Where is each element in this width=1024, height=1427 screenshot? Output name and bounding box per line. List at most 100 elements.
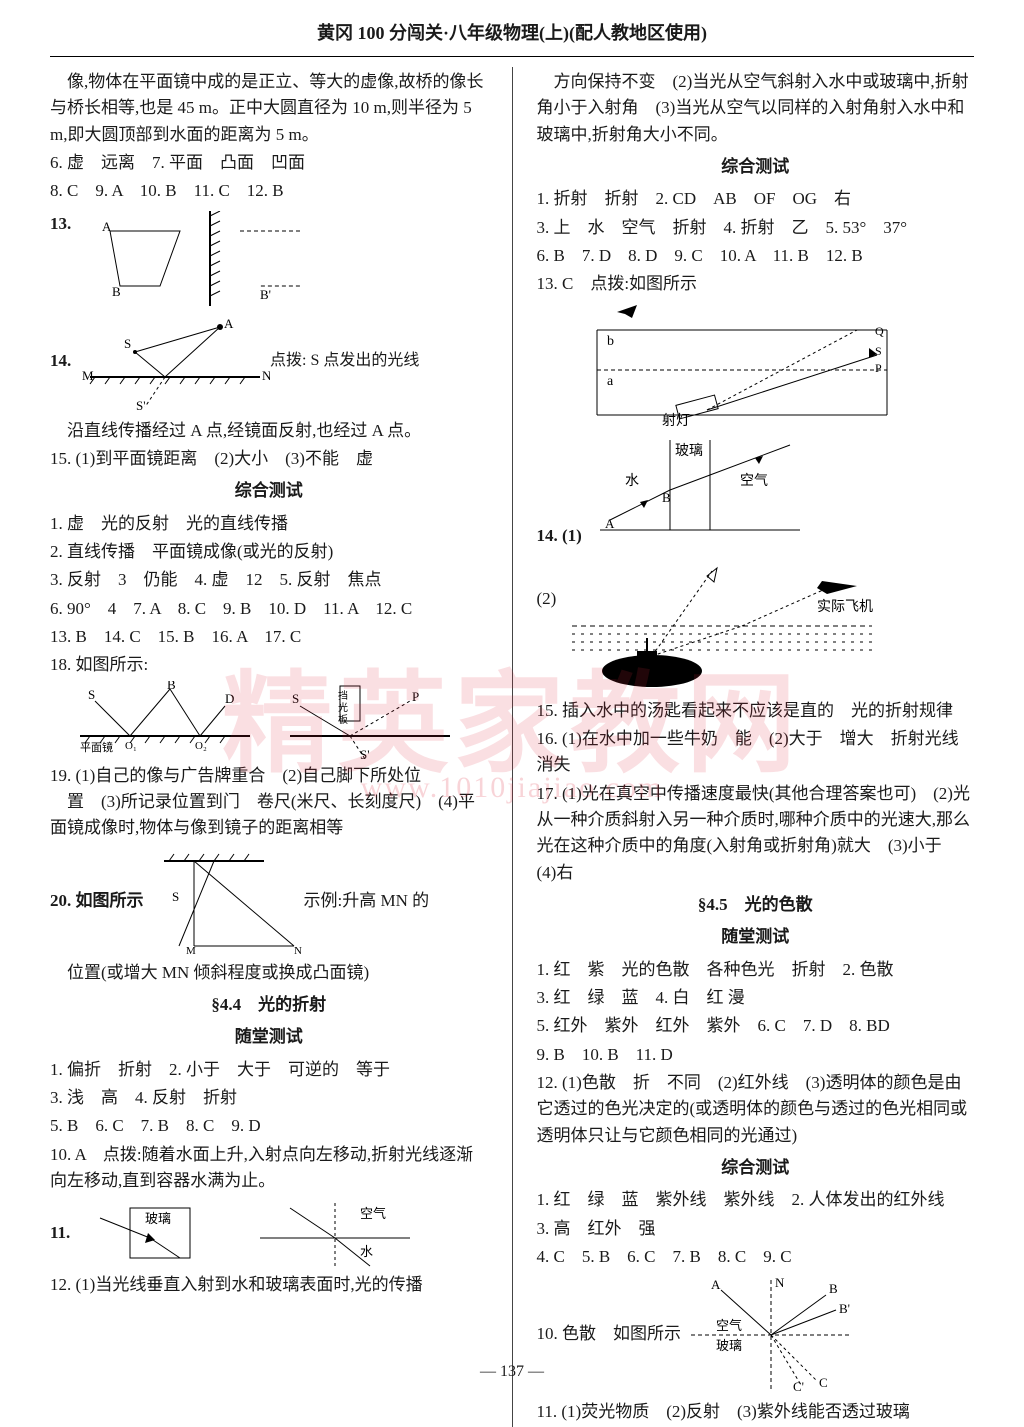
svg-text:空气: 空气 — [716, 1318, 742, 1333]
diagram-20: S M N — [144, 846, 304, 956]
s12: 12. (1)当光线垂直入射到水和玻璃表面时,光的传播 — [50, 1272, 488, 1298]
zh-title-3: 综合测试 — [537, 1155, 975, 1181]
st-title-1: 随堂测试 — [50, 1024, 488, 1050]
c10-pre: 10. 色散 如图所示 — [537, 1321, 682, 1347]
q13-label: 13. — [50, 211, 80, 237]
svg-text:b: b — [607, 334, 614, 349]
c3: 3. 高 红外 强 — [537, 1216, 975, 1242]
svg-text:N: N — [294, 945, 302, 956]
q14-note: 点拨: S 点发出的光线 — [270, 349, 419, 374]
svg-text:S: S — [172, 889, 179, 904]
diagram-r13: b a 射灯 Q S P — [577, 300, 917, 430]
svg-text:O₁: O₁ — [125, 740, 137, 752]
z3: 3. 反射 3 仍能 4. 虚 12 5. 反射 焦点 — [50, 567, 488, 593]
svg-text:水: 水 — [360, 1244, 373, 1259]
p3: 3. 红 绿 蓝 4. 白 红 漫 — [537, 985, 975, 1011]
right-column: 方向保持不变 (2)当光从空气斜射入水中或玻璃中,折射角小于入射角 (3)当光从… — [537, 67, 975, 1427]
right-cont: 方向保持不变 (2)当光从空气斜射入水中或玻璃中,折射角小于入射角 (3)当光从… — [537, 69, 975, 148]
svg-text:空气: 空气 — [360, 1206, 386, 1221]
r15: 15. 插入水中的汤匙看起来不应该是直的 光的折射规律 — [537, 698, 975, 724]
p1: 1. 红 紫 光的色散 各种色光 折射 2. 色散 — [537, 957, 975, 983]
q14-post: 沿直线传播经过 A 点,经镜面反射,也经过 A 点。 — [50, 418, 488, 444]
svg-text:板: 板 — [338, 713, 348, 726]
svg-text:B': B' — [839, 1301, 850, 1316]
left-intro: 像,物体在平面镜中成的是正立、等大的虚像,故桥的像长与桥长相等,也是 45 m。… — [50, 69, 488, 148]
zh-title-1: 综合测试 — [50, 478, 488, 504]
svg-text:N: N — [775, 1275, 785, 1290]
left-a8: 8. C 9. A 10. B 11. C 12. B — [50, 178, 488, 204]
svg-text:B': B' — [260, 287, 271, 302]
svg-text:A: A — [224, 316, 234, 331]
s10: 10. A 点拨:随着水面上升,入射点向左移动,折射光线逐渐向左移动,直到容器水… — [50, 1142, 488, 1195]
svg-text:S: S — [124, 336, 131, 351]
svg-text:平面镜: 平面镜 — [80, 740, 113, 754]
svg-text:光: 光 — [338, 701, 348, 714]
r14-sub2: (2) — [537, 586, 557, 612]
left-a6: 6. 虚 远离 7. 平面 凸面 凹面 — [50, 150, 488, 176]
p9: 9. B 10. B 11. D — [537, 1042, 975, 1068]
diagram-r14-1: 水 玻璃 空气 A B — [590, 430, 810, 550]
svg-text:A: A — [102, 219, 112, 234]
st-title-2: 随堂测试 — [537, 924, 975, 950]
z2: 2. 直线传播 平面镜成像(或光的反射) — [50, 539, 488, 565]
r13: 13. C 点拨:如图所示 — [537, 271, 975, 297]
svg-text:玻璃: 玻璃 — [675, 442, 703, 459]
svg-text:射灯: 射灯 — [662, 413, 690, 429]
svg-text:S: S — [875, 344, 882, 358]
svg-text:S': S' — [360, 747, 370, 761]
svg-text:D: D — [225, 691, 234, 706]
svg-text:B: B — [167, 681, 176, 692]
c1: 1. 红 绿 蓝 紫外线 紫外线 2. 人体发出的红外线 — [537, 1187, 975, 1213]
diagram-r14-2: 实际飞机 — [562, 556, 882, 696]
svg-text:S': S' — [136, 398, 146, 412]
c4: 4. C 5. B 6. C 7. B 8. C 9. C — [537, 1244, 975, 1270]
column-separator — [512, 67, 513, 1427]
svg-text:玻璃: 玻璃 — [145, 1211, 171, 1226]
zh-title-2: 综合测试 — [537, 154, 975, 180]
svg-text:水: 水 — [625, 473, 639, 489]
z5: 13. B 14. C 15. B 16. A 17. C — [50, 624, 488, 650]
s44-title: §4.4 光的折射 — [50, 992, 488, 1018]
z20-post: 示例:升高 MN 的 — [304, 888, 430, 914]
svg-text:M: M — [82, 368, 94, 383]
q14-label: 14. — [50, 348, 80, 374]
p12: 12. (1)色散 折 不同 (2)红外线 (3)透明体的颜色是由它透过的色光决… — [537, 1070, 975, 1149]
z1: 1. 虚 光的反射 光的直线传播 — [50, 511, 488, 537]
r17: 17. (1)光在真空中传播速度最快(其他合理答案也可) (2)光从一种介质斜射… — [537, 781, 975, 886]
z4: 6. 90° 4 7. A 8. C 9. B 10. D 11. A 12. … — [50, 596, 488, 622]
svg-text:A: A — [711, 1277, 721, 1292]
svg-text:B: B — [662, 490, 671, 505]
svg-text:S: S — [88, 687, 95, 702]
svg-text:O₂: O₂ — [195, 740, 207, 752]
page-header: 黄冈 100 分闯关·八年级物理(上)(配人教地区使用) — [50, 20, 974, 57]
svg-text:实际飞机: 实际飞机 — [817, 599, 873, 615]
svg-text:挡: 挡 — [338, 689, 348, 702]
svg-text:B: B — [112, 284, 121, 299]
diagram-14: S A M N S' — [80, 312, 270, 412]
svg-text:空气: 空气 — [740, 473, 768, 489]
z20-pre: 20. 如图所示 — [50, 888, 144, 914]
svg-text:S: S — [292, 691, 299, 706]
diagram-11b: 空气 水 — [250, 1198, 420, 1268]
z20-foot: 位置(或增大 MN 倾斜程度或换成凸面镜) — [50, 960, 488, 986]
diagram-13: A A' B B' — [80, 211, 300, 306]
z19: 19. (1)自己的像与广告牌重合 (2)自己脚下所处位 置 (3)所记录位置到… — [50, 763, 488, 842]
r1: 1. 折射 折射 2. CD AB OF OG 右 — [537, 186, 975, 212]
page-number: — 137 — — [0, 1360, 1024, 1385]
r16: 16. (1)在水中加一些牛奶 能 (2)大于 增大 折射光线消失 — [537, 726, 975, 779]
r3: 3. 上 水 空气 折射 4. 折射 乙 5. 53° 37° — [537, 215, 975, 241]
left-a15: 15. (1)到平面镜距离 (2)大小 (3)不能 虚 — [50, 446, 488, 472]
svg-text:a: a — [607, 374, 614, 389]
s1: 1. 偏折 折射 2. 小于 大于 可逆的 等于 — [50, 1057, 488, 1083]
svg-text:Q: Q — [875, 324, 884, 338]
c11: 11. (1)荧光物质 (2)反射 (3)紫外线能否透过玻璃 — [537, 1399, 975, 1425]
s5: 5. B 6. C 7. B 8. C 9. D — [50, 1113, 488, 1139]
svg-text:M: M — [186, 945, 196, 956]
svg-text:玻璃: 玻璃 — [716, 1338, 742, 1353]
svg-text:B: B — [829, 1281, 838, 1296]
diagram-18: 平面镜 S B D O₁ O₂ 挡 光 板 S — [70, 681, 470, 761]
r6: 6. B 7. D 8. D 9. C 10. A 11. B 12. B — [537, 243, 975, 269]
s45-title: §4.5 光的色散 — [537, 892, 975, 918]
z18: 18. 如图所示: — [50, 652, 488, 678]
column-container: 像,物体在平面镜中成的是正立、等大的虚像,故桥的像长与桥长相等,也是 45 m。… — [50, 67, 974, 1427]
